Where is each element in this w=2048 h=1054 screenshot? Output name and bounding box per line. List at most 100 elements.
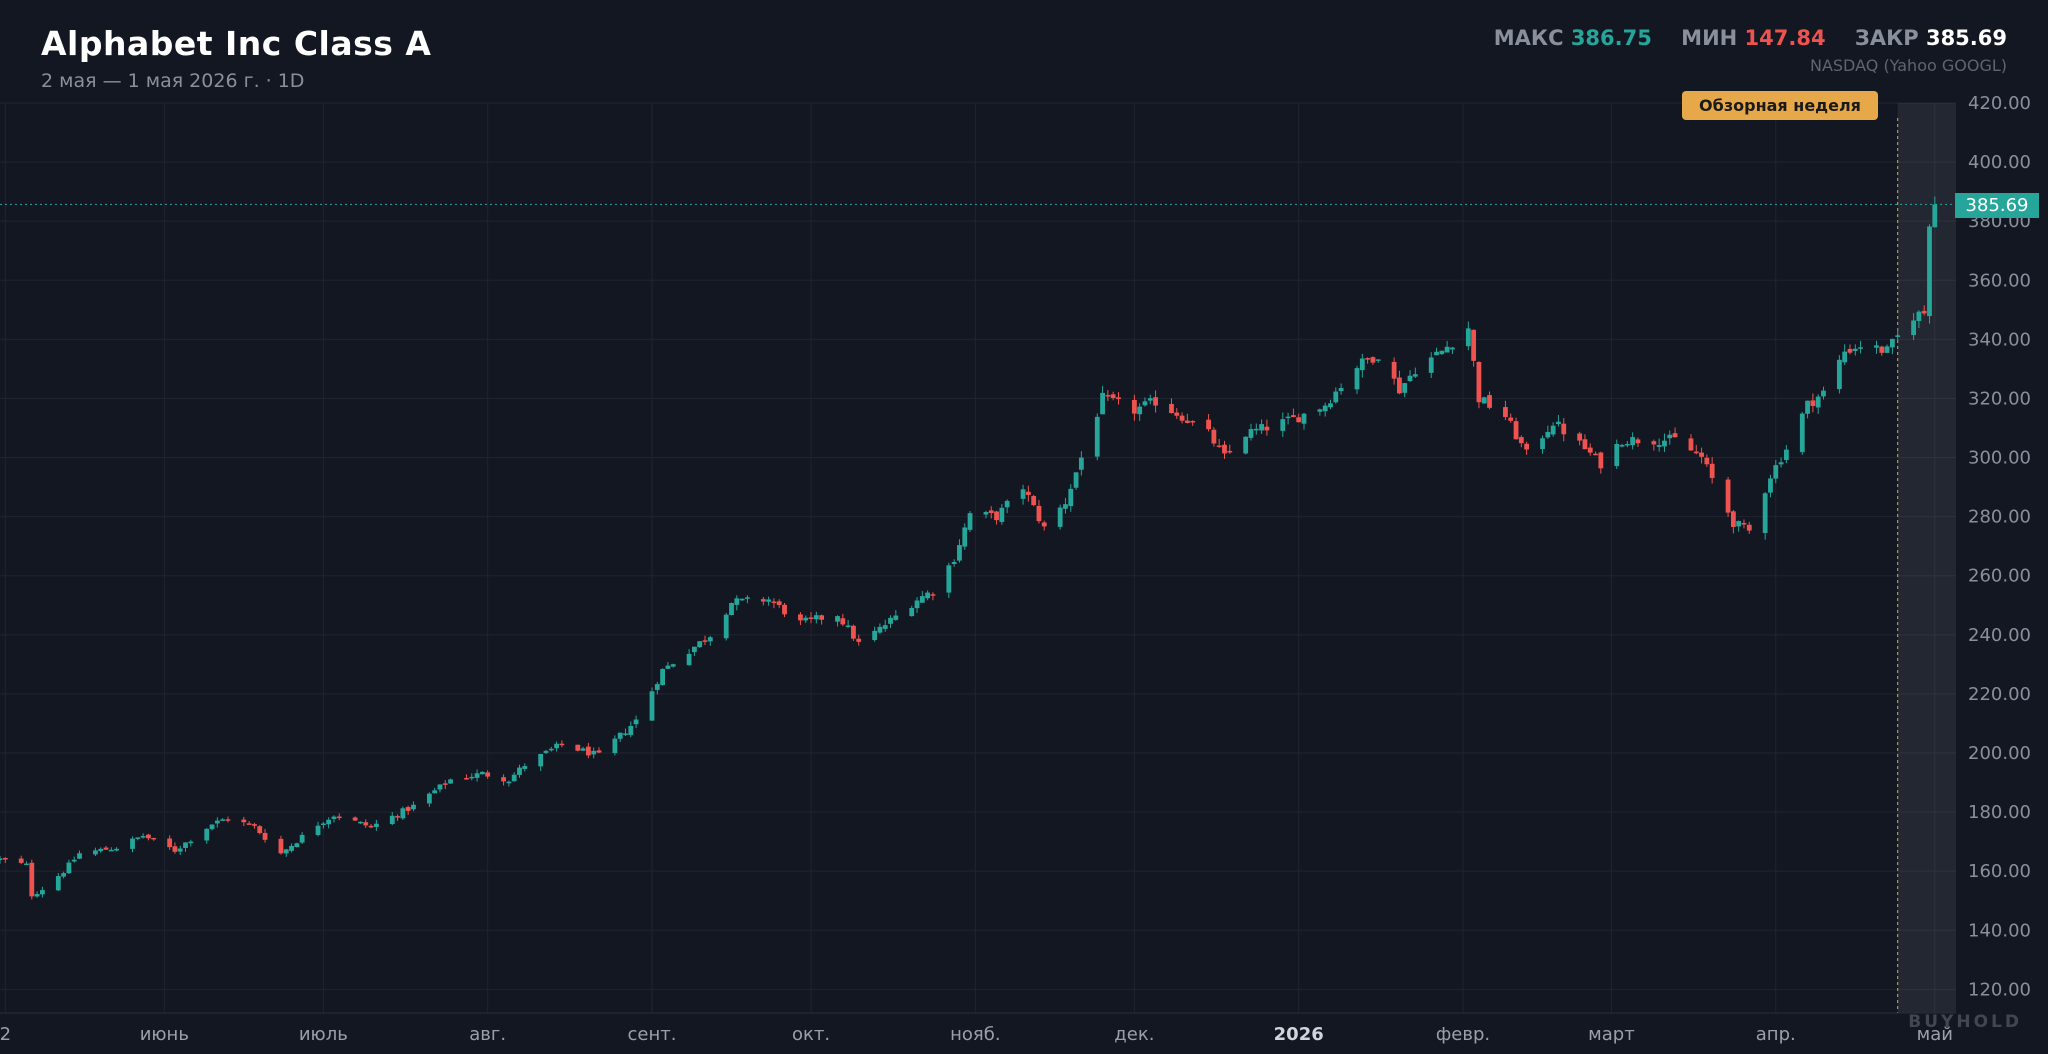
candle-body (967, 513, 973, 530)
candle-body (1004, 500, 1010, 508)
candle (294, 842, 300, 848)
candle-body (1068, 488, 1074, 507)
candle (1852, 344, 1858, 356)
candle-body (739, 598, 745, 601)
candle-body (114, 848, 120, 851)
candle (1439, 350, 1445, 355)
candle-body (103, 847, 109, 850)
candle (283, 848, 289, 857)
candle (575, 744, 581, 752)
candle (517, 764, 522, 778)
candle (872, 626, 878, 642)
x-tick-label: февр. (1436, 1024, 1490, 1045)
candle (1184, 413, 1190, 424)
candle-body (697, 641, 703, 648)
candle (1693, 444, 1699, 455)
candle-body (596, 750, 602, 753)
candle-body (474, 773, 480, 778)
candle-body (1672, 433, 1678, 438)
candle (1227, 444, 1233, 454)
candle-body (1821, 390, 1826, 397)
candle-body (1301, 413, 1307, 424)
candle-body (1693, 451, 1699, 454)
candle-body (925, 592, 931, 599)
candle-body (1179, 415, 1185, 421)
candle-body (1651, 441, 1657, 445)
candle (1556, 414, 1561, 427)
candle-body (1783, 449, 1789, 460)
candle-body (1895, 335, 1901, 337)
review-week-badge[interactable]: Обзорная неделя (1682, 91, 1878, 120)
candle (130, 836, 135, 853)
candle-body (628, 725, 634, 736)
candle (1100, 385, 1105, 415)
candle-body (575, 744, 581, 751)
candle (1057, 504, 1063, 530)
candle-body (315, 825, 321, 836)
candle (1656, 438, 1662, 452)
candle-body (326, 819, 332, 825)
candle (893, 610, 899, 621)
candle (77, 850, 82, 860)
candle (1651, 439, 1657, 451)
candle-body (1073, 472, 1079, 488)
candle (29, 859, 35, 900)
candle-body (1259, 424, 1264, 431)
candle (1858, 340, 1863, 354)
candle (1778, 457, 1784, 468)
candle-body (1116, 397, 1121, 400)
candle (448, 778, 453, 785)
candle-body (1354, 368, 1360, 390)
y-tick-label: 420.00 (1968, 93, 2031, 114)
candle-body (0, 858, 3, 860)
candle-body (389, 815, 395, 825)
candle (1783, 445, 1789, 464)
candle (1264, 419, 1270, 436)
candle (1142, 397, 1148, 407)
candle-body (1614, 443, 1620, 467)
max-label: МАКС (1493, 26, 1564, 50)
price-stats: МАКС 386.75 МИН 147.84 ЗАКР 385.69 (1472, 26, 2007, 50)
candle-body (1556, 421, 1561, 425)
candle-body (1370, 357, 1376, 363)
candle-body (1020, 489, 1026, 499)
candle-body (1391, 361, 1397, 379)
candle-body (1211, 429, 1217, 444)
candle-body (617, 732, 623, 739)
candle-body (1041, 522, 1047, 527)
candle-body (1031, 495, 1037, 506)
candle-body (808, 617, 814, 619)
candle (845, 620, 851, 628)
candle (24, 861, 29, 866)
candle-body (252, 824, 257, 826)
candle (835, 615, 840, 627)
candle (1540, 435, 1545, 454)
candle-body (835, 616, 840, 622)
candle-body (1397, 377, 1402, 394)
candle (1216, 438, 1222, 448)
candle-body (1481, 397, 1487, 404)
candle-body (1147, 398, 1153, 401)
candle (389, 812, 395, 826)
candle-body (877, 626, 883, 633)
candle (554, 741, 559, 752)
candle-body (448, 779, 453, 784)
watermark-logo: BUYHOLD (1908, 1012, 2022, 1032)
candle (1243, 436, 1249, 455)
candle (0, 856, 3, 864)
candle (617, 732, 623, 743)
y-axis: 120.00 140.00 160.00 180.00 200.00 220.00 240.… (1968, 93, 2031, 1000)
candle-body (1932, 204, 1938, 228)
candle (1524, 441, 1530, 455)
candle (1020, 484, 1026, 505)
candle (1370, 356, 1376, 365)
close-label: ЗАКР (1854, 26, 1919, 50)
y-tick-label: 360.00 (1968, 270, 2031, 291)
candle-body (1709, 463, 1715, 478)
candle-body (395, 816, 400, 818)
candle-body (1428, 357, 1434, 373)
candle (840, 613, 846, 627)
candle-body (320, 823, 326, 825)
candle-body (1730, 511, 1736, 528)
